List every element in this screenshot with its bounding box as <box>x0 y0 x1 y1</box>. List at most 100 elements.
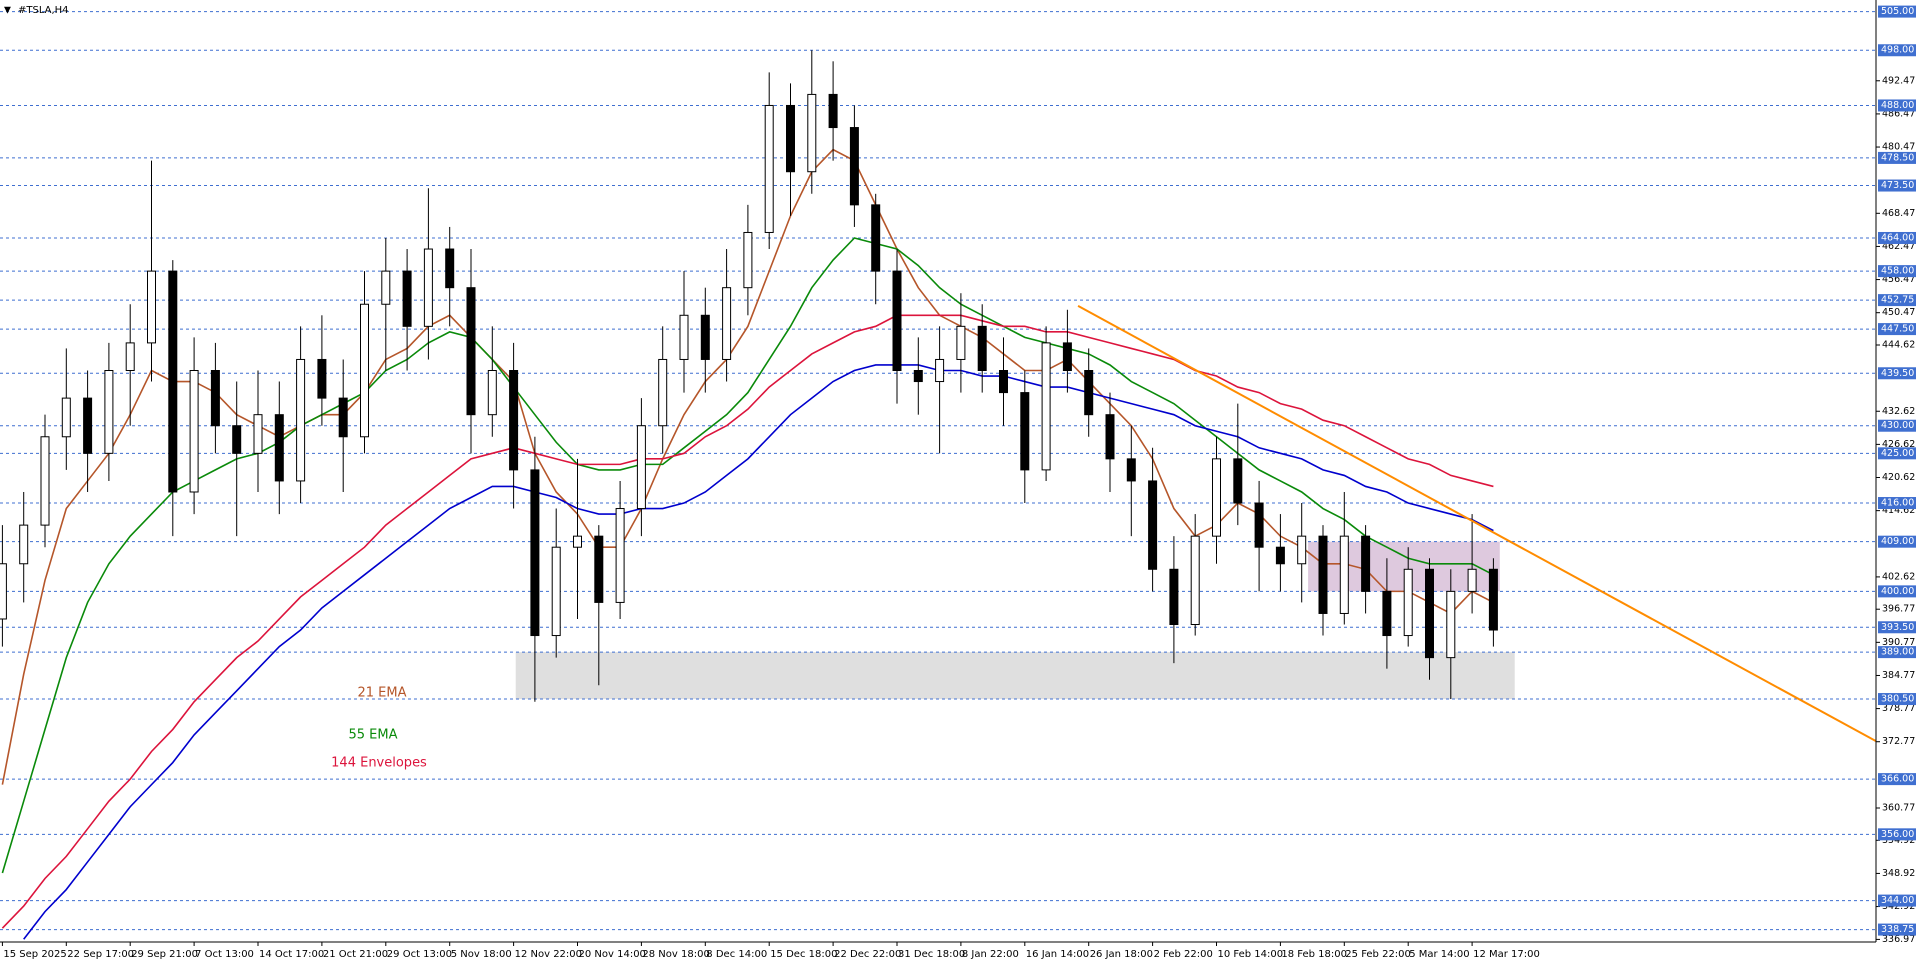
level-label: 447.50 <box>1881 324 1914 335</box>
y-tick-label: 396.77 <box>1882 604 1915 615</box>
chart-title: #TSLA,H4 <box>18 5 69 16</box>
ma-line <box>1 314 1494 929</box>
level-label: 473.50 <box>1881 180 1914 191</box>
x-tick-label: 5 Mar 14:00 <box>1409 949 1469 960</box>
x-tick-label: 28 Nov 18:00 <box>642 949 709 960</box>
plot-area <box>0 11 1876 940</box>
level-label-bg <box>1878 621 1916 634</box>
x-tick-label: 8 Dec 14:00 <box>706 949 767 960</box>
x-tick-label: 20 Nov 14:00 <box>579 949 646 960</box>
candle-body <box>1382 590 1392 637</box>
candle-body <box>210 370 220 427</box>
ma-annotation: 21 EMA <box>358 686 407 701</box>
candle-body <box>743 231 753 289</box>
level-label: 409.00 <box>1881 536 1914 547</box>
candle-body <box>594 535 604 603</box>
x-tick-label: 7 Oct 13:00 <box>195 949 254 960</box>
candle-body <box>551 546 561 637</box>
x-tick-label: 16 Jan 14:00 <box>1026 949 1089 960</box>
candle-body <box>722 287 732 360</box>
level-label: 344.00 <box>1881 895 1914 906</box>
y-tick-label: 420.62 <box>1882 472 1915 483</box>
level-label: 393.50 <box>1881 622 1914 633</box>
level-label: 400.00 <box>1881 586 1914 597</box>
level-label-bg <box>1878 44 1916 57</box>
x-tick-label: 5 Nov 18:00 <box>451 949 512 960</box>
x-tick-label: 25 Feb 22:00 <box>1345 949 1411 960</box>
ma-line <box>1 148 1494 785</box>
level-label: 452.75 <box>1881 295 1914 306</box>
level-label-bg <box>1878 535 1916 548</box>
candle-body <box>530 469 540 637</box>
x-tick-label: 15 Sep 2025 <box>3 949 66 960</box>
level-label: 478.50 <box>1881 152 1914 163</box>
level-label-bg <box>1878 497 1916 510</box>
level-label: 488.00 <box>1881 100 1914 111</box>
candle-body <box>168 270 178 493</box>
level-label: 498.00 <box>1881 45 1914 56</box>
candle-body <box>1233 458 1243 504</box>
y-tick-label: 492.47 <box>1882 75 1915 86</box>
candle-body <box>807 93 817 173</box>
y-tick-label: 426.62 <box>1882 439 1915 450</box>
candle-body <box>764 104 774 233</box>
level-label-bg <box>1878 294 1916 307</box>
candle-body <box>892 270 902 372</box>
candle-body <box>1084 370 1094 416</box>
level-label-bg <box>1878 894 1916 907</box>
y-tick-label: 486.47 <box>1882 108 1915 119</box>
candle-body <box>1105 414 1115 460</box>
candle-body <box>573 535 582 548</box>
level-label-bg <box>1878 265 1916 278</box>
candle-body <box>1488 568 1498 631</box>
candle-body <box>1361 535 1371 592</box>
candle-body <box>189 370 199 493</box>
candle-body <box>956 325 966 360</box>
candle-body <box>445 248 455 289</box>
zone <box>515 652 1515 700</box>
candle-body <box>147 270 156 344</box>
candle-body <box>423 248 433 327</box>
menu-arrow[interactable]: ▼ <box>4 6 11 16</box>
level-label-bg <box>1878 5 1916 18</box>
x-tick-label: 21 Oct 21:00 <box>323 949 388 960</box>
candle-body <box>1339 535 1349 614</box>
candle-body <box>232 425 242 454</box>
candle-body <box>466 287 476 416</box>
y-tick-label: 432.62 <box>1882 406 1915 417</box>
y-tick-label: 360.77 <box>1882 802 1915 813</box>
candle-body <box>360 303 369 438</box>
candle-body <box>871 204 881 272</box>
x-tick-label: 22 Sep 17:00 <box>67 949 134 960</box>
candle-body <box>1126 458 1136 482</box>
x-tick-label: 14 Oct 17:00 <box>259 949 324 960</box>
y-tick-label: 444.62 <box>1882 339 1915 350</box>
level-label-bg <box>1878 923 1916 936</box>
level-label-bg <box>1878 447 1916 460</box>
candle-body <box>61 397 71 438</box>
y-tick-label: 450.47 <box>1882 307 1915 318</box>
candle-body <box>253 414 263 454</box>
candle-body <box>658 358 668 427</box>
level-label-bg <box>1878 585 1916 598</box>
candle-body <box>679 314 689 360</box>
x-tick-label: 31 Dec 18:00 <box>898 949 965 960</box>
candle-body <box>1062 342 1072 372</box>
ma-annotation: 55 EMA <box>349 728 398 743</box>
level-label: 425.00 <box>1881 448 1914 459</box>
candle-body <box>977 325 987 372</box>
level-label-bg <box>1878 99 1916 112</box>
candle-body <box>125 342 135 372</box>
candle-body <box>317 358 327 399</box>
level-label: 338.75 <box>1881 924 1914 935</box>
y-tick-label: 378.77 <box>1882 703 1915 714</box>
candle-body <box>1212 458 1221 537</box>
level-label: 356.00 <box>1881 829 1914 840</box>
level-label: 458.00 <box>1881 266 1914 277</box>
candle-body <box>381 270 391 305</box>
level-label-bg <box>1878 231 1916 244</box>
candle-body <box>786 104 795 173</box>
candle-body <box>828 93 838 129</box>
level-label: 389.00 <box>1881 647 1914 658</box>
